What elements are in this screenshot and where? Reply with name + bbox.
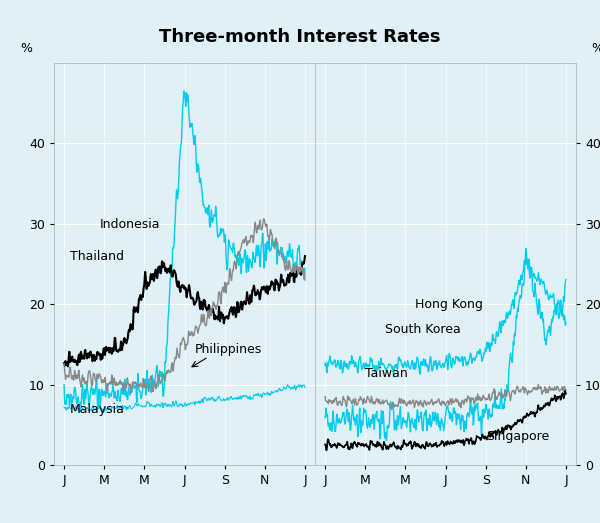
Text: Indonesia: Indonesia [100,218,161,231]
Text: Malaysia: Malaysia [70,403,125,416]
Text: Hong Kong: Hong Kong [415,299,483,311]
Text: %: % [592,42,600,55]
Text: Three-month Interest Rates: Three-month Interest Rates [159,28,441,46]
Text: Singapore: Singapore [485,430,549,442]
Text: Philippines: Philippines [194,343,262,356]
Text: South Korea: South Korea [385,323,461,336]
Text: Taiwan: Taiwan [365,367,408,380]
Text: Thailand: Thailand [70,250,124,263]
Text: %: % [20,42,32,55]
